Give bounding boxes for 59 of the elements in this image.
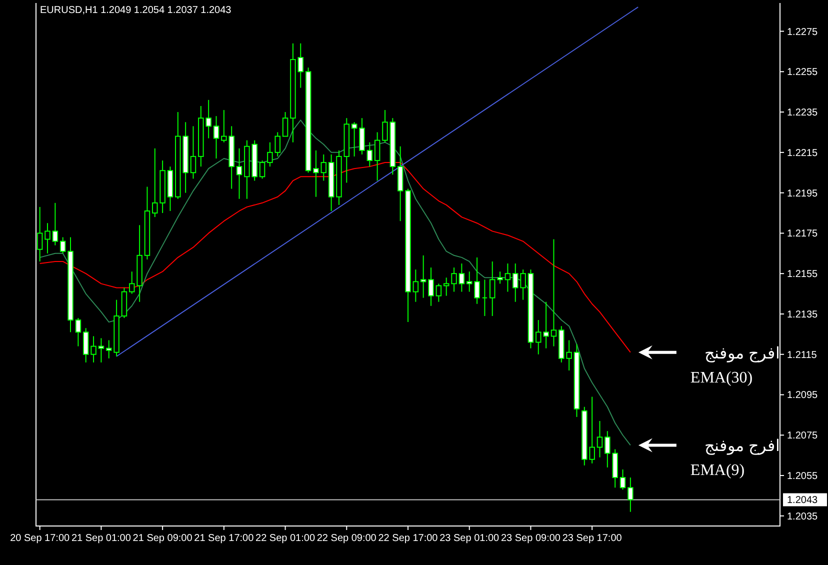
candlestick — [328, 154, 334, 212]
candlestick — [628, 477, 634, 512]
candlestick — [451, 267, 457, 292]
candlestick — [420, 254, 426, 298]
y-tick-label: 1.2035 — [787, 511, 818, 522]
candlestick — [68, 236, 74, 333]
candlestick — [466, 271, 472, 292]
x-tick-label: 23 Sep 01:00 — [440, 533, 500, 544]
candlestick — [98, 338, 104, 363]
candlestick — [236, 148, 242, 200]
x-tick-label: 22 Sep 17:00 — [378, 533, 438, 544]
x-tick-label: 21 Sep 09:00 — [132, 533, 193, 544]
x-tick-label: 23 Sep 17:00 — [562, 533, 622, 544]
y-tick-label: 1.2175 — [787, 228, 818, 240]
candlestick — [320, 154, 327, 182]
y-tick-label: 1.2215 — [787, 148, 818, 159]
candlestick — [550, 238, 557, 347]
candlestick — [366, 142, 373, 168]
ref-line-label: 1.2043 — [787, 495, 818, 506]
candlestick — [596, 420, 603, 458]
candlestick — [397, 146, 404, 222]
line-series — [39, 120, 631, 446]
candlestick — [458, 262, 465, 292]
chart-title: EURUSD,H1 1.2049 1.2054 1.2037 1.2043 — [40, 5, 232, 16]
candlestick — [313, 150, 319, 198]
candlestick — [90, 336, 96, 363]
candlestick — [474, 256, 480, 304]
candlestick — [336, 150, 342, 206]
candlestick — [489, 260, 496, 316]
candlestick — [344, 118, 350, 184]
x-tick-label: 20 Sep 17:00 — [10, 533, 70, 544]
candlestick — [374, 132, 380, 182]
candlestick — [213, 116, 220, 159]
candlestick — [412, 269, 419, 302]
y-tick-label: 1.2075 — [787, 430, 818, 442]
y-tick-label: 1.2135 — [787, 309, 818, 320]
y-tick-label: 1.2155 — [787, 269, 818, 280]
x-tick-label: 21 Sep 17:00 — [194, 533, 254, 544]
line-series — [39, 162, 631, 353]
candlestick — [190, 126, 196, 180]
x-tick-label: 23 Sep 09:00 — [500, 533, 561, 544]
candlestick — [504, 262, 511, 292]
y-tick-label: 1.2095 — [787, 390, 818, 402]
candlestick — [44, 222, 50, 254]
candlestick — [482, 279, 488, 316]
candlestick — [443, 277, 450, 296]
x-tick-label: 22 Sep 09:00 — [316, 533, 377, 544]
y-tick-label: 1.2115 — [787, 350, 818, 361]
y-tick-label: 1.2275 — [787, 26, 818, 38]
x-tick-label: 21 Sep 01:00 — [71, 533, 132, 544]
y-tick-label: 1.2255 — [787, 67, 818, 78]
candlestick — [428, 267, 434, 306]
y-tick-label: 1.2055 — [787, 471, 818, 482]
candlestick — [36, 206, 43, 262]
y-tick-label: 1.2195 — [787, 188, 818, 200]
y-tick-label: 1.2235 — [787, 108, 818, 119]
candlestick — [574, 344, 580, 418]
candlestick — [106, 340, 112, 359]
x-tick-label: 22 Sep 01:00 — [256, 533, 316, 544]
